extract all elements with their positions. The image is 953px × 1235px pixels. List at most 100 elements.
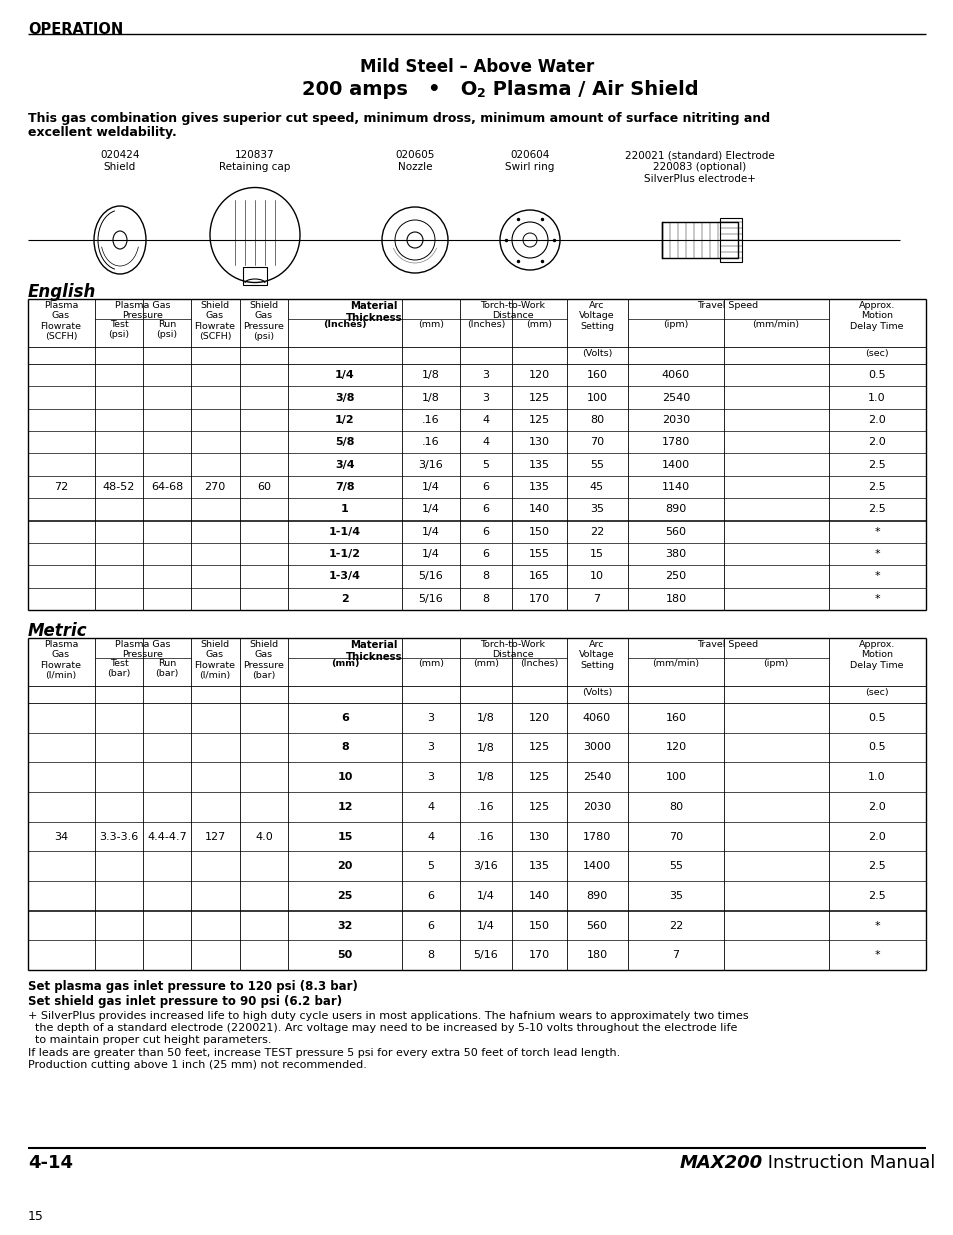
- Text: to maintain proper cut height parameters.: to maintain proper cut height parameters…: [28, 1035, 272, 1045]
- Text: 1/8: 1/8: [421, 393, 439, 403]
- Text: 3: 3: [482, 393, 489, 403]
- Text: OPERATION: OPERATION: [28, 22, 123, 37]
- Text: 2030: 2030: [661, 415, 689, 425]
- Text: 4: 4: [482, 437, 489, 447]
- Text: 80: 80: [589, 415, 603, 425]
- Text: 8: 8: [427, 950, 435, 960]
- Text: 125: 125: [528, 393, 549, 403]
- Text: 5/16: 5/16: [418, 594, 443, 604]
- Text: 15: 15: [589, 550, 603, 559]
- Text: 560: 560: [586, 920, 607, 930]
- Text: 6: 6: [482, 482, 489, 492]
- Text: Plasma / Air Shield: Plasma / Air Shield: [485, 80, 698, 99]
- Text: 6: 6: [482, 504, 489, 514]
- Text: 25: 25: [337, 890, 353, 900]
- Text: Retaining cap: Retaining cap: [219, 162, 291, 172]
- Text: 1/4: 1/4: [335, 370, 355, 380]
- Text: English: English: [28, 283, 96, 301]
- Text: 125: 125: [528, 415, 549, 425]
- Text: 4.4-4.7: 4.4-4.7: [147, 831, 187, 841]
- Text: (sec): (sec): [864, 688, 888, 697]
- Text: 35: 35: [668, 890, 682, 900]
- Text: + SilverPlus provides increased life to high duty cycle users in most applicatio: + SilverPlus provides increased life to …: [28, 1011, 748, 1021]
- Text: 1780: 1780: [582, 831, 611, 841]
- Text: 12: 12: [337, 802, 353, 811]
- Text: 5/16: 5/16: [418, 572, 443, 582]
- Text: 72: 72: [53, 482, 68, 492]
- Text: 380: 380: [665, 550, 686, 559]
- Text: 220083 (optional): 220083 (optional): [653, 162, 746, 172]
- Text: Set plasma gas inlet pressure to 120 psi (8.3 bar): Set plasma gas inlet pressure to 120 psi…: [28, 981, 357, 993]
- Text: *: *: [873, 594, 879, 604]
- Text: Test
(bar): Test (bar): [107, 659, 131, 678]
- Text: 1-3/4: 1-3/4: [329, 572, 360, 582]
- Text: (mm): (mm): [417, 659, 443, 668]
- Text: 1/8: 1/8: [476, 742, 495, 752]
- Text: Mild Steel – Above Water: Mild Steel – Above Water: [359, 58, 594, 77]
- Text: Nozzle: Nozzle: [397, 162, 432, 172]
- Text: 1.0: 1.0: [867, 772, 885, 782]
- Text: 3/16: 3/16: [418, 459, 443, 469]
- Text: 6: 6: [482, 526, 489, 537]
- Text: 170: 170: [528, 594, 549, 604]
- Text: 180: 180: [665, 594, 686, 604]
- Text: Shield
Gas
Pressure
(psi): Shield Gas Pressure (psi): [243, 301, 284, 341]
- Text: 120: 120: [665, 742, 686, 752]
- Text: 1400: 1400: [582, 861, 611, 871]
- Text: Material
Thickness: Material Thickness: [345, 301, 402, 322]
- Text: 2540: 2540: [582, 772, 611, 782]
- Text: 4060: 4060: [582, 713, 611, 722]
- Text: *: *: [873, 550, 879, 559]
- Text: 2.5: 2.5: [867, 504, 885, 514]
- Text: MAX200: MAX200: [679, 1153, 762, 1172]
- Text: (mm/min): (mm/min): [652, 659, 699, 668]
- Text: Run
(psi): Run (psi): [156, 320, 177, 340]
- Text: 48-52: 48-52: [103, 482, 135, 492]
- Text: Metric: Metric: [28, 622, 88, 640]
- Text: 6: 6: [482, 550, 489, 559]
- Text: 3: 3: [427, 713, 434, 722]
- Text: 1/4: 1/4: [476, 890, 495, 900]
- Text: 2.5: 2.5: [867, 861, 885, 871]
- Text: 5/16: 5/16: [473, 950, 497, 960]
- Text: .16: .16: [476, 831, 495, 841]
- Text: 6: 6: [427, 890, 434, 900]
- Text: Travel Speed: Travel Speed: [697, 301, 758, 310]
- Text: 10: 10: [589, 572, 603, 582]
- Text: 0.5: 0.5: [867, 742, 885, 752]
- Text: 3/8: 3/8: [335, 393, 355, 403]
- Text: 890: 890: [586, 890, 607, 900]
- Text: Arc
Voltage
Setting: Arc Voltage Setting: [578, 640, 614, 669]
- Text: 4-14: 4-14: [28, 1153, 73, 1172]
- Text: .16: .16: [422, 415, 439, 425]
- Text: 50: 50: [337, 950, 353, 960]
- Text: 165: 165: [528, 572, 549, 582]
- Text: 140: 140: [528, 890, 549, 900]
- Text: Test
(psi): Test (psi): [109, 320, 130, 340]
- Text: 130: 130: [528, 437, 549, 447]
- Text: 160: 160: [586, 370, 607, 380]
- Text: Plasma
Gas
Flowrate
(l/min): Plasma Gas Flowrate (l/min): [40, 640, 81, 680]
- Text: 3: 3: [482, 370, 489, 380]
- Text: 2.0: 2.0: [867, 415, 885, 425]
- Text: (Inches): (Inches): [519, 659, 558, 668]
- Text: 60: 60: [256, 482, 271, 492]
- Text: 3/4: 3/4: [335, 459, 355, 469]
- Bar: [661, 222, 738, 258]
- Text: (Volts): (Volts): [581, 350, 612, 358]
- Text: 0.5: 0.5: [867, 713, 885, 722]
- Text: 4.0: 4.0: [254, 831, 273, 841]
- Text: 1/4: 1/4: [421, 526, 439, 537]
- Text: 35: 35: [589, 504, 603, 514]
- Text: 120: 120: [528, 370, 549, 380]
- Text: 4060: 4060: [661, 370, 689, 380]
- Text: 5: 5: [482, 459, 489, 469]
- Text: *: *: [873, 526, 879, 537]
- Text: 1400: 1400: [661, 459, 689, 469]
- Text: 2030: 2030: [582, 802, 611, 811]
- Text: 020605: 020605: [395, 149, 435, 161]
- Text: (Inches): (Inches): [466, 320, 505, 329]
- Text: 64-68: 64-68: [151, 482, 183, 492]
- Text: excellent weldability.: excellent weldability.: [28, 126, 176, 140]
- Text: 135: 135: [528, 482, 549, 492]
